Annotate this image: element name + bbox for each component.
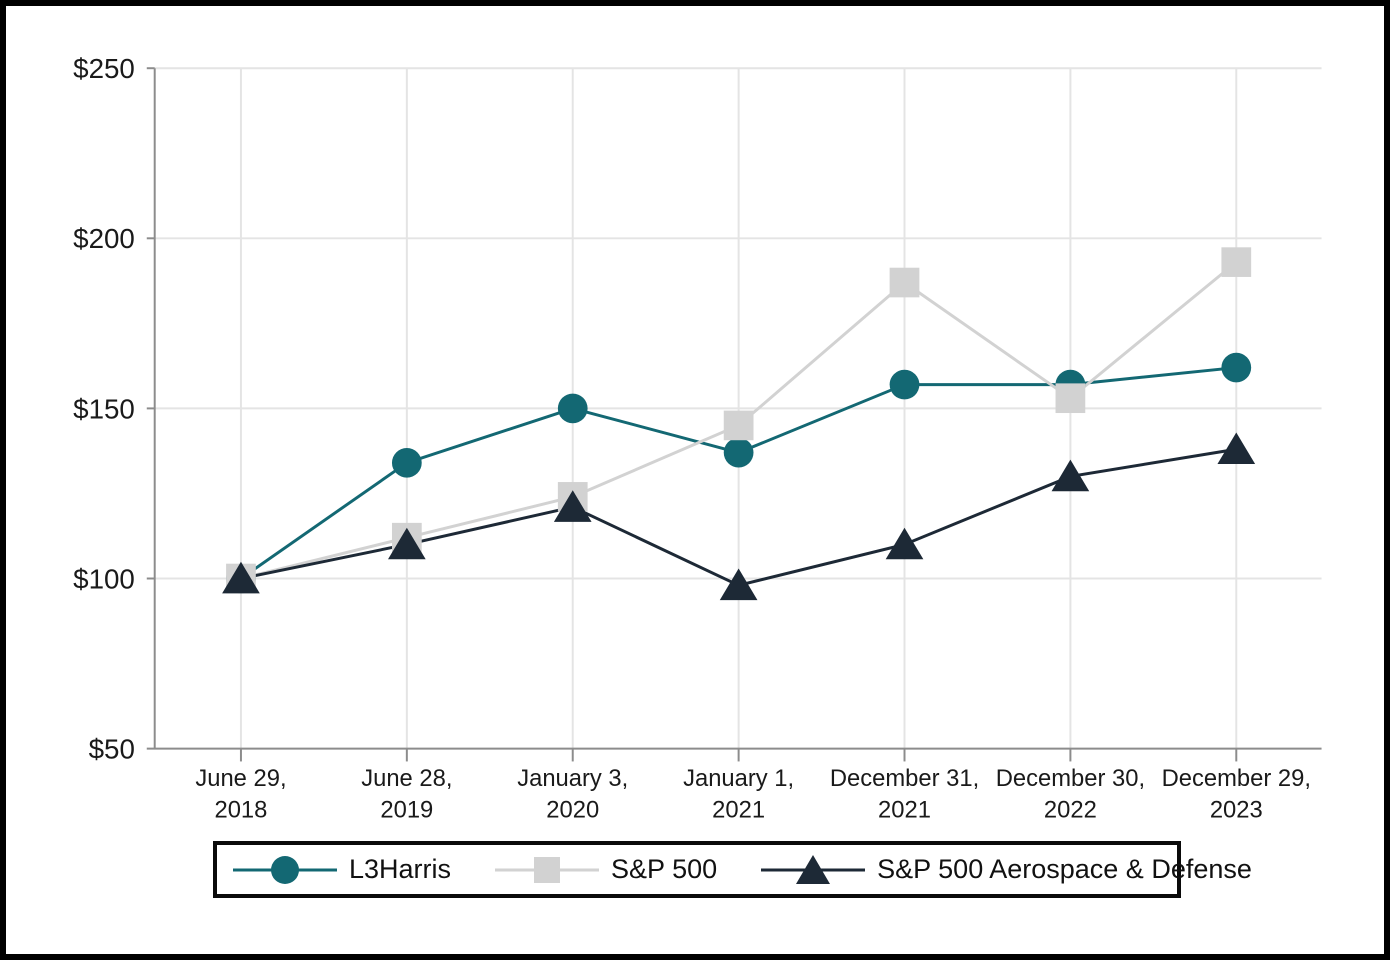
legend-item-s-p-500: S&P 500 xyxy=(495,852,717,888)
legend-label: S&P 500 Aerospace & Defense xyxy=(877,854,1252,884)
data-point-circle xyxy=(391,448,422,478)
data-point-triangle xyxy=(1217,432,1256,465)
legend-triangle-icon xyxy=(761,854,866,884)
x-axis-tick-label: June 28, 2019 xyxy=(361,766,452,824)
legend-square-marker xyxy=(534,856,561,883)
data-point-square xyxy=(723,410,754,441)
data-point-triangle xyxy=(388,527,426,560)
data-point-circle xyxy=(557,393,588,424)
data-point-square xyxy=(1055,383,1086,414)
chart-legend: L3Harris S&P 500 S&P 500 Aerospace & Defen… xyxy=(213,841,1252,898)
legend-label: L3Harris xyxy=(349,854,452,884)
data-point-circle xyxy=(1221,352,1252,383)
y-axis-tick-label: $200 xyxy=(73,223,135,254)
x-axis-tick-label: June 29, 2018 xyxy=(195,766,286,824)
legend-triangle-marker xyxy=(796,854,831,884)
data-point-triangle xyxy=(885,527,924,560)
series-markers-s-p-500-aerospace-defense xyxy=(222,432,1256,601)
axes xyxy=(146,67,1322,762)
data-point-triangle xyxy=(222,561,260,594)
chart-plot-area: $50 $100 $150 $200 $250 June 29, 2018 June 28, 2… xyxy=(73,53,1322,824)
data-point-triangle xyxy=(553,490,592,522)
y-axis-tick-label: $250 xyxy=(73,53,135,84)
data-point-triangle xyxy=(719,568,758,601)
y-axis-tick-label: $100 xyxy=(73,563,135,594)
data-point-square xyxy=(1221,247,1252,277)
data-point-square xyxy=(889,267,920,298)
x-axis-tick-label: January 1, 2021 xyxy=(683,766,794,824)
y-axis-tick-label: $150 xyxy=(73,393,135,424)
x-axis-tick-label: January 3, 2020 xyxy=(517,766,628,824)
legend-circle-marker xyxy=(271,855,299,884)
y-axis-labels: $50 $100 $150 $200 $250 xyxy=(73,53,135,764)
data-point-circle xyxy=(889,369,920,400)
legend-item-s-p-500-aerospace-defense: S&P 500 Aerospace & Defense xyxy=(761,852,1252,888)
x-axis-tick-label: December 29, 2023 xyxy=(1162,766,1311,824)
x-axis-labels: June 29, 2018 June 28, 2019 January 3, 2020 Ja… xyxy=(195,766,1311,824)
gridlines xyxy=(154,67,1322,749)
legend-circle-icon xyxy=(233,855,337,884)
y-axis-tick-label: $50 xyxy=(89,734,135,765)
x-axis-tick-label: December 31, 2021 xyxy=(830,766,979,824)
legend-item-l3harris: L3Harris xyxy=(233,852,451,888)
x-axis-tick-label: December 30, 2022 xyxy=(996,766,1145,824)
legend-label: S&P 500 xyxy=(611,854,718,884)
series-markers xyxy=(222,247,1256,601)
data-point-triangle xyxy=(1051,459,1090,492)
legend-square-icon xyxy=(495,856,600,883)
data-point-circle xyxy=(723,437,754,468)
